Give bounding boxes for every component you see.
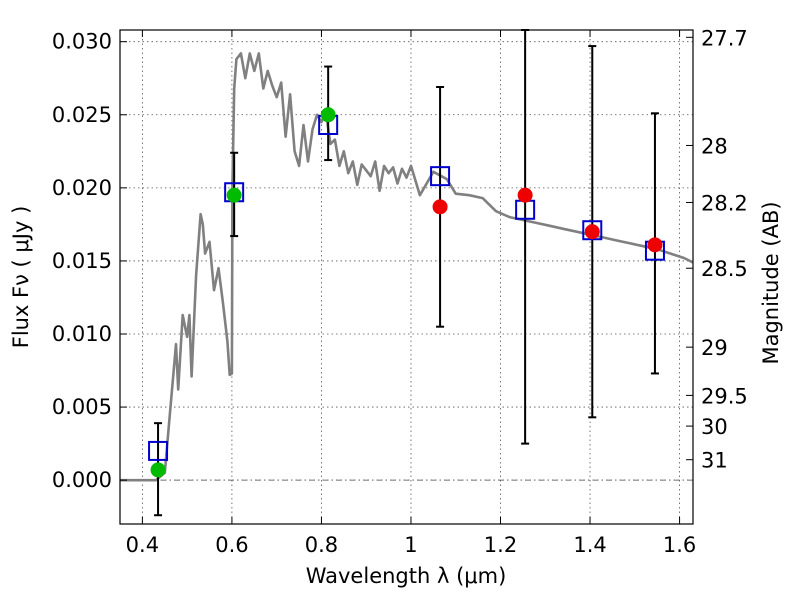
observed-point-circle (647, 237, 663, 253)
x-tick-label: 1.6 (663, 533, 696, 557)
x-tick-label: 0.4 (126, 533, 159, 557)
plot-frame (119, 29, 694, 525)
y-tick-label: 0.015 (52, 249, 112, 273)
observed-point-circle (150, 462, 166, 478)
x-tick-label: 1.4 (573, 533, 606, 557)
x-tick-label: 0.6 (215, 533, 248, 557)
y-tick-label: 0.010 (52, 322, 112, 346)
sed-template-line (120, 52, 694, 482)
y-tick-label: 0.020 (52, 176, 112, 200)
axes (119, 29, 694, 525)
observed-point-circle (320, 107, 336, 123)
y2-axis-label: Magnitude (AB) (759, 201, 783, 364)
observed-point-circle (517, 187, 533, 203)
observed-point-circle (432, 199, 448, 215)
x-tick-label: 1.2 (484, 533, 517, 557)
y-tick-label: 0.030 (52, 30, 112, 54)
y-tick-label: 0.000 (52, 468, 112, 492)
y-tick-label: 0.005 (52, 395, 112, 419)
grid (120, 30, 693, 524)
y2-tick-label: 28.5 (701, 257, 748, 281)
x-axis-label: Wavelength λ (μm) (306, 564, 507, 588)
data-markers (148, 107, 665, 478)
model-point-square (148, 440, 169, 461)
x-tick-label: 1 (404, 533, 417, 557)
observed-point-circle (226, 187, 242, 203)
y-tick-label: 0.025 (52, 103, 112, 127)
y2-tick-label: 30 (701, 415, 728, 439)
error-bars (154, 29, 659, 517)
sed-template (120, 52, 694, 482)
tick-labels: 0.4 0.6 0.8 1 1.2 1.4 1.6 0.000 0.005 0.010 0.015 0… (52, 26, 748, 557)
x-tick-label: 0.8 (305, 533, 338, 557)
y2-tick-label: 27.7 (701, 26, 748, 50)
observed-point-circle (584, 224, 600, 240)
y-axis-label: Flux Fν ( μJy ) (9, 206, 33, 349)
model-point-square (582, 220, 603, 241)
y2-tick-label: 29 (701, 336, 728, 360)
y2-tick-label: 28.2 (701, 191, 748, 215)
y2-tick-label: 28 (701, 134, 728, 158)
y2-tick-label: 29.5 (701, 384, 748, 408)
y2-tick-label: 31 (701, 449, 728, 473)
model-point-square (430, 166, 451, 187)
